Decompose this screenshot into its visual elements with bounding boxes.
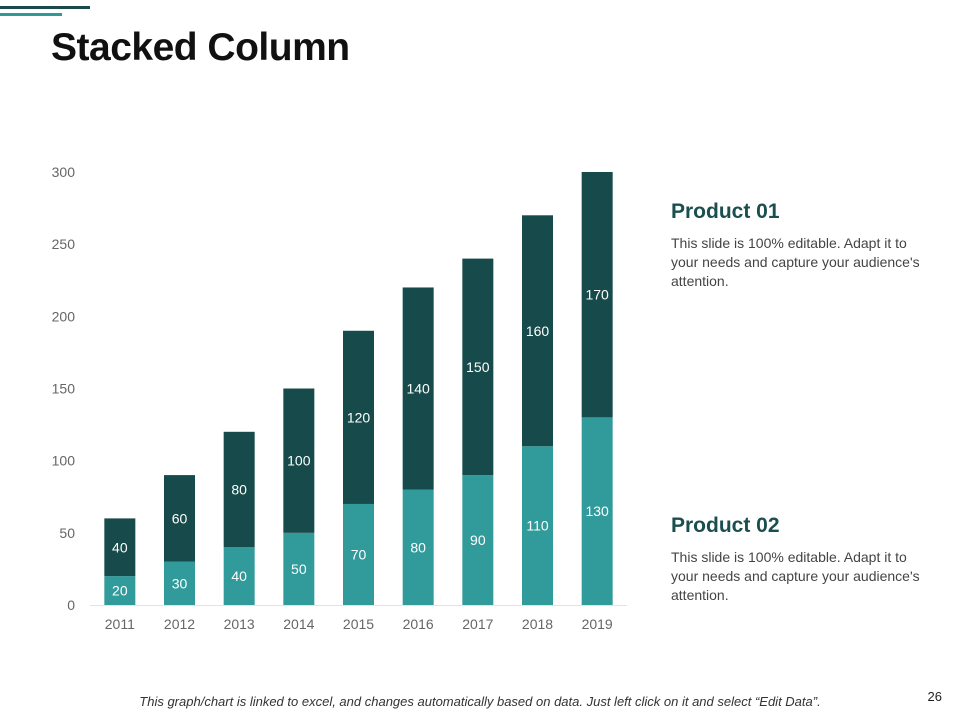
y-tick-label: 150: [52, 381, 76, 397]
data-label: 160: [526, 323, 550, 339]
data-label: 130: [585, 503, 609, 519]
data-label: 80: [410, 539, 426, 555]
legend-product-02-title: Product 02: [671, 514, 780, 537]
bar-product-01-2014: [283, 388, 315, 533]
data-label: 140: [406, 381, 430, 397]
x-tick-label: 2014: [283, 616, 314, 632]
data-label: 50: [291, 561, 307, 577]
legend-product-01: Product 01 This slide is 100% editable. …: [671, 200, 921, 291]
x-tick-label: 2019: [582, 616, 613, 632]
x-tick-label: 2011: [105, 616, 135, 632]
y-tick-label: 250: [52, 236, 76, 252]
bar-product-02-2012: [164, 561, 195, 605]
y-tick-label: 300: [52, 164, 76, 180]
bar-product-01-2011: [104, 518, 136, 577]
data-label: 20: [112, 583, 128, 599]
data-label: 120: [347, 409, 371, 425]
data-label: 60: [172, 510, 188, 526]
bar-product-02-2016: [402, 489, 434, 605]
legend-product-01-description: This slide is 100% editable. Adapt it to…: [671, 235, 920, 289]
bar-product-01-2013: [223, 431, 255, 548]
legend-product-02: Product 02 This slide is 100% editable. …: [671, 514, 921, 605]
footer-note: This graph/chart is linked to excel, and…: [139, 694, 821, 709]
data-label: 80: [231, 482, 247, 498]
x-tick-label: 2018: [522, 616, 553, 632]
bar-product-02-2017: [462, 475, 494, 605]
data-label: 40: [112, 539, 128, 555]
x-tick-label: 2012: [164, 616, 195, 632]
y-tick-label: 0: [67, 597, 75, 613]
bar-product-02-2019: [581, 417, 613, 605]
slide-title: Stacked Column: [51, 26, 350, 69]
x-tick-label: 2013: [224, 616, 255, 632]
page-number: 26: [927, 689, 942, 704]
bar-product-01-2017: [462, 258, 494, 476]
y-tick-label: 100: [52, 453, 76, 469]
bar-product-02-2014: [283, 532, 315, 605]
bar-product-02-2015: [343, 503, 374, 605]
legend-product-01-title: Product 01: [671, 200, 780, 223]
bar-product-01-2012: [164, 475, 195, 562]
legend-product-02-description: This slide is 100% editable. Adapt it to…: [671, 549, 920, 603]
bar-product-01-2019: [581, 172, 613, 418]
data-label: 170: [585, 287, 609, 303]
x-tick-label: 2015: [343, 616, 374, 632]
bar-product-01-2018: [522, 215, 553, 447]
bar-product-02-2013: [223, 547, 255, 605]
data-label: 70: [351, 546, 367, 562]
bar-product-01-2015: [343, 330, 374, 504]
data-label: 110: [526, 518, 549, 534]
bar-product-01-2016: [402, 287, 434, 490]
accent-bar-light: [0, 13, 62, 16]
y-tick-label: 200: [52, 308, 76, 324]
x-tick-label: 2016: [403, 616, 434, 632]
data-label: 100: [287, 453, 311, 469]
bar-product-02-2018: [522, 446, 553, 605]
data-label: 40: [231, 568, 247, 584]
bar-product-02-2011: [104, 576, 136, 605]
data-label: 150: [466, 359, 490, 375]
data-label: 30: [172, 575, 188, 591]
y-tick-label: 50: [59, 525, 75, 541]
x-tick-label: 2017: [462, 616, 493, 632]
data-label: 90: [470, 532, 486, 548]
accent-bar-dark: [0, 6, 90, 9]
